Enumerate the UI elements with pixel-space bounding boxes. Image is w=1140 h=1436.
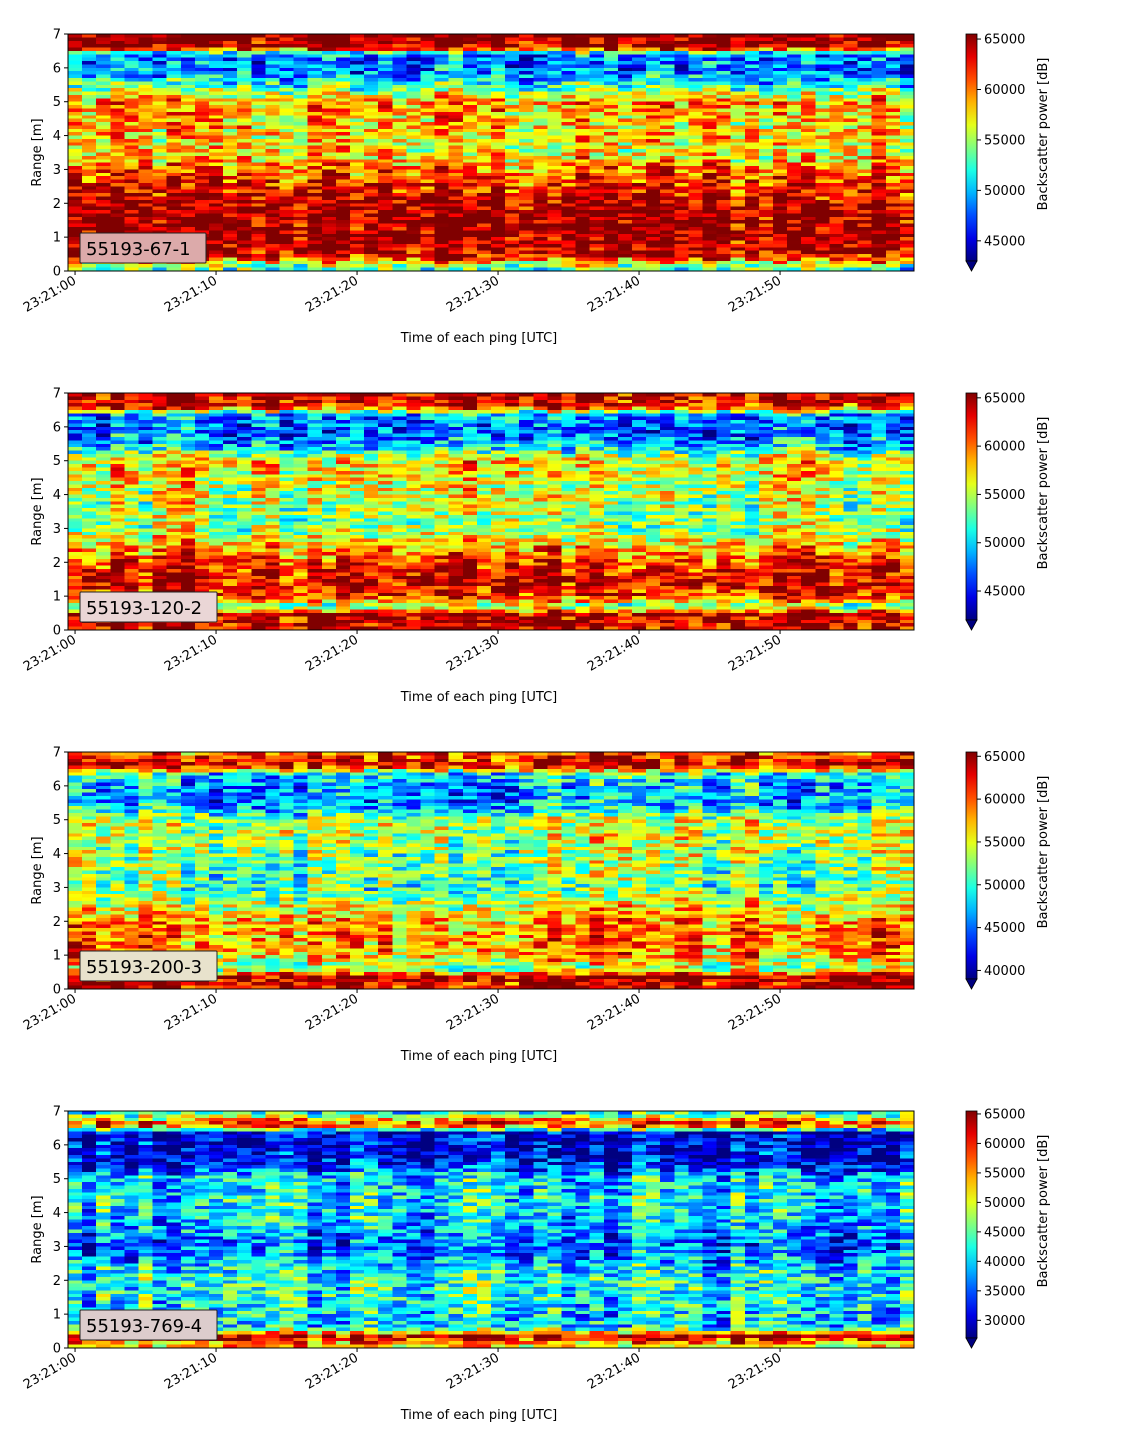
y-tick-label: 7 bbox=[53, 28, 61, 43]
colorbar-label: Backscatter power [dB] bbox=[1036, 58, 1051, 211]
x-axis-label: Time of each ping [UTC] bbox=[400, 331, 558, 346]
x-tick-label: 23:21:40 bbox=[585, 273, 643, 315]
x-tick-label: 23:21:50 bbox=[726, 273, 784, 315]
x-tick-label: 23:21:00 bbox=[21, 273, 79, 315]
sample-label-text: 55193-67-1 bbox=[86, 239, 191, 260]
x-tick-label: 23:21:20 bbox=[303, 273, 361, 315]
y-tick-label: 5 bbox=[53, 95, 61, 110]
colorbar-tick-label: 65000 bbox=[984, 33, 1025, 48]
colorbar-bar bbox=[966, 34, 977, 261]
colorbar-extend-arrow bbox=[966, 261, 977, 271]
y-axis-label: Range [m] bbox=[30, 118, 45, 186]
panel-2: 0123456723:21:00 23:21:10 23:21:20 23:21:30… bbox=[21, 387, 1051, 706]
y-tick-label: 0 bbox=[53, 265, 61, 280]
colorbar-tick-label: 45000 bbox=[984, 234, 1025, 249]
x-tick-label: 23:21:10 bbox=[162, 273, 220, 315]
y-tick-label: 3 bbox=[53, 163, 61, 178]
sample-label: 55193-67-1 bbox=[80, 233, 206, 263]
y-tick-label: 4 bbox=[53, 129, 61, 144]
x-tick-label: 23:21:30 bbox=[444, 273, 502, 315]
panel-1: 0 1 2 3 4 5 6 7 23:21:00 23:21:10 23:21:20 23:21:30… bbox=[21, 28, 1051, 347]
y-tick-label: 2 bbox=[53, 197, 61, 212]
y-tick-label: 6 bbox=[53, 61, 61, 76]
colorbar-tick-label: 55000 bbox=[984, 133, 1025, 148]
colorbar: 45000 50000 55000 60000 65000 Backscatter pow… bbox=[966, 33, 1051, 271]
y-tick-label: 1 bbox=[53, 231, 61, 246]
colorbar-tick-label: 50000 bbox=[984, 184, 1025, 199]
colorbar-tick-label: 60000 bbox=[984, 83, 1025, 98]
